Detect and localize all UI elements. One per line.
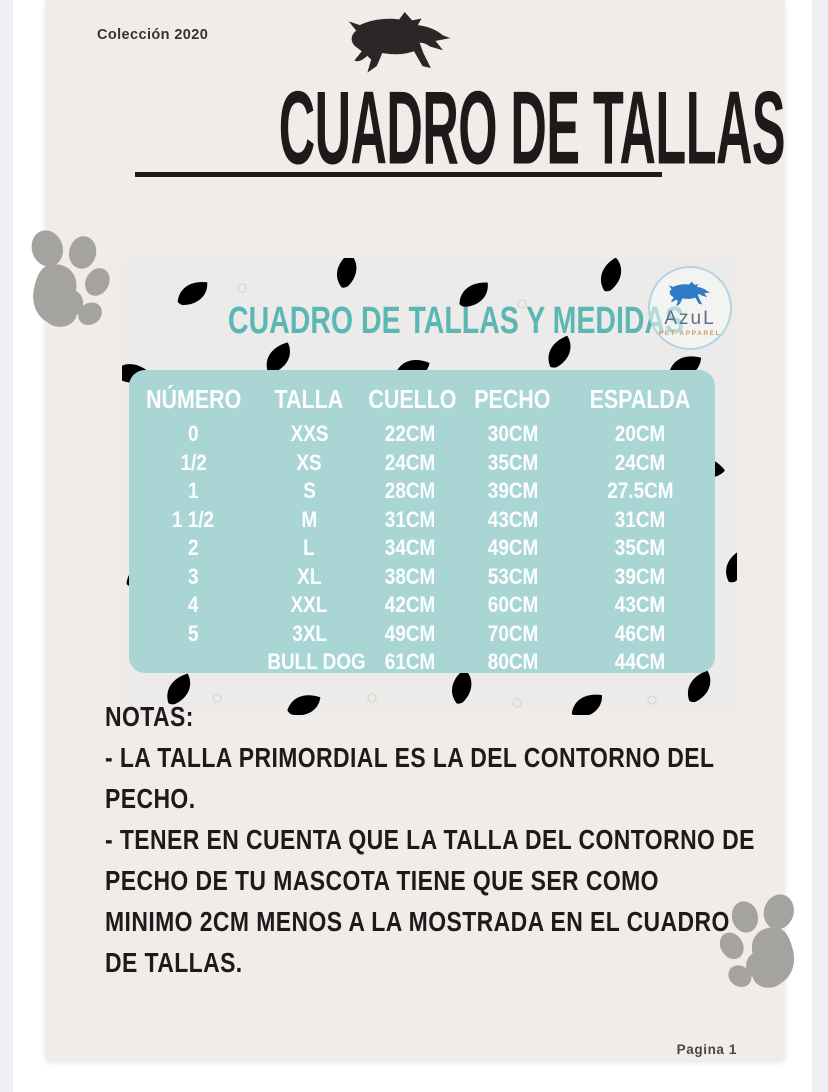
table-cell: XL bbox=[297, 563, 322, 589]
page-title: CUADRO DE TALLAS bbox=[278, 69, 786, 187]
jumping-dog-icon bbox=[345, 12, 457, 74]
table-cell: 22CM bbox=[385, 421, 436, 446]
table-cell: XXL bbox=[290, 592, 328, 617]
table-cell: 34CM bbox=[385, 535, 436, 560]
table-row: 1 S 28CM 39CM 27.5CM bbox=[129, 477, 715, 506]
table-cell: L bbox=[303, 535, 315, 560]
table-cell: M bbox=[301, 506, 318, 532]
table-row: 1/2 XS 24CM 35CM 24CM bbox=[129, 449, 715, 478]
column-header: CUELLO bbox=[368, 386, 457, 415]
table-cell: XS bbox=[296, 449, 322, 475]
table-cell: 31CM bbox=[615, 506, 666, 532]
table-row: 5 3XL 49CM 70CM 46CM bbox=[129, 620, 715, 649]
table-row: 2 L 34CM 49CM 35CM bbox=[129, 534, 715, 563]
table-cell: 35CM bbox=[615, 535, 666, 560]
table-cell: 39CM bbox=[615, 563, 666, 589]
size-table-header: NÚMERO TALLA CUELLO PECHO ESPALDA bbox=[129, 382, 715, 420]
logo-dog-icon bbox=[668, 281, 711, 307]
table-cell: XXS bbox=[290, 421, 329, 446]
column-header: PECHO bbox=[474, 386, 551, 415]
table-cell: 46CM bbox=[615, 620, 666, 646]
table-row: 0 XXS 22CM 30CM 20CM bbox=[129, 420, 715, 449]
table-cell: 2 bbox=[188, 535, 199, 560]
table-row: 4 XXL 42CM 60CM 43CM bbox=[129, 591, 715, 620]
table-cell: 1 1/2 bbox=[172, 506, 215, 532]
table-cell: 49CM bbox=[385, 620, 436, 646]
table-cell: 1/2 bbox=[180, 449, 207, 475]
table-cell: 30CM bbox=[487, 421, 539, 446]
title-underline bbox=[135, 172, 662, 177]
note-line: - TENER EN CUENTA QUE LA TALLA DEL CONTO… bbox=[105, 824, 755, 855]
table-cell: 70CM bbox=[487, 620, 539, 646]
notes-lines: - LA TALLA PRIMORDIAL ES LA DEL CONTORNO… bbox=[105, 737, 755, 983]
column-header: ESPALDA bbox=[589, 386, 691, 415]
table-cell: 61CM bbox=[385, 649, 436, 674]
notes-heading: NOTAS: bbox=[105, 701, 194, 732]
table-cell: 31CM bbox=[385, 506, 436, 532]
size-chart-card: CUADRO DE TALLAS Y MEDIDAS AzuL PET APPA… bbox=[122, 258, 737, 715]
page-number: Pagina 1 bbox=[676, 1042, 737, 1057]
table-cell: 3XL bbox=[291, 620, 327, 646]
table-cell: 24CM bbox=[615, 449, 666, 475]
brand-logo: AzuL PET APPAREL bbox=[648, 266, 732, 350]
table-cell: 44CM bbox=[615, 649, 666, 674]
table-row: 1 1/2 M 31CM 43CM 31CM bbox=[129, 506, 715, 535]
table-cell: 20CM bbox=[615, 421, 666, 446]
table-cell: BULL DOG bbox=[267, 649, 366, 674]
note-line: PECHO. bbox=[105, 783, 196, 814]
notes-section: NOTAS: - LA TALLA PRIMORDIAL ES LA DEL C… bbox=[105, 696, 755, 983]
size-table: NÚMERO TALLA CUELLO PECHO ESPALDA 0 XXS 22CM 30… bbox=[129, 370, 715, 673]
paw-print-icon-left bbox=[21, 220, 120, 339]
table-cell: 60CM bbox=[487, 592, 539, 617]
brand-name: AzuL bbox=[664, 308, 716, 329]
table-cell: 27.5CM bbox=[607, 478, 674, 503]
table-cell bbox=[129, 651, 258, 674]
size-table-body: 0 XXS 22CM 30CM 20CM 1/2 XS 24CM 35CM 24CM 1 S 28CM 3… bbox=[129, 420, 715, 677]
table-row: 3 XL 38CM 53CM 39CM bbox=[129, 563, 715, 592]
table-cell: 24CM bbox=[385, 449, 436, 475]
table-cell: 42CM bbox=[385, 592, 436, 617]
table-cell: S bbox=[302, 478, 316, 503]
table-cell: 43CM bbox=[615, 592, 666, 617]
note-line: - LA TALLA PRIMORDIAL ES LA DEL CONTORNO… bbox=[105, 742, 715, 773]
note-line: PECHO DE TU MASCOTA TIENE QUE SER COMO bbox=[105, 865, 659, 896]
brand-tagline: PET APPAREL bbox=[658, 330, 722, 337]
table-row: BULL DOG 61CM 80CM 44CM bbox=[129, 648, 715, 677]
paw-print-icon-right bbox=[708, 887, 807, 998]
table-cell: 28CM bbox=[385, 478, 436, 503]
table-cell: 1 bbox=[188, 478, 199, 503]
viewer-right-margin bbox=[812, 0, 828, 1092]
card-heading: CUADRO DE TALLAS Y MEDIDAS bbox=[228, 300, 685, 342]
table-cell: 5 bbox=[188, 620, 199, 646]
note-line: DE TALLAS. bbox=[105, 947, 243, 978]
document-page: Colección 2020 CUADRO DE TALLAS bbox=[45, 0, 786, 1062]
collection-label: Colección 2020 bbox=[97, 27, 209, 43]
table-cell: 39CM bbox=[487, 478, 539, 503]
table-cell: 4 bbox=[188, 592, 199, 617]
table-cell: 38CM bbox=[385, 563, 436, 589]
table-cell: 0 bbox=[188, 421, 199, 446]
table-cell: 3 bbox=[188, 563, 199, 589]
table-cell: 80CM bbox=[487, 649, 539, 674]
table-cell: 35CM bbox=[487, 449, 539, 475]
note-line: MINIMO 2CM MENOS A LA MOSTRADA EN EL CUA… bbox=[105, 906, 730, 937]
column-header: NÚMERO bbox=[145, 386, 242, 415]
column-header: TALLA bbox=[274, 386, 344, 415]
table-cell: 49CM bbox=[487, 535, 539, 560]
viewer-left-margin bbox=[0, 0, 13, 1092]
table-cell: 53CM bbox=[487, 563, 539, 589]
table-cell: 43CM bbox=[487, 506, 539, 532]
